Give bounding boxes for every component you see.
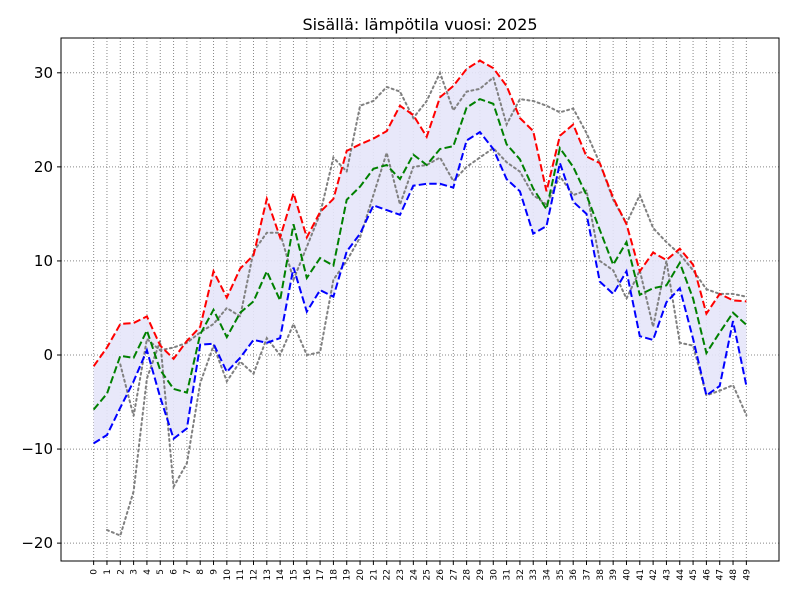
x-tick-label: 34 [543,569,553,581]
x-tick-label: 39 [609,569,619,581]
x-tick-label: 10 [223,569,233,581]
x-tick-label: 19 [343,569,353,581]
x-tick-label: 28 [463,569,473,581]
x-tick-label: 44 [676,569,686,581]
y-tick-label: 0 [43,346,53,364]
y-axis: −20 −10 0 10 20 30 [21,64,61,552]
chart-title: Sisällä: lämpötila vuosi: 2025 [302,15,537,34]
x-tick-label: 13 [263,569,273,580]
y-tick-label: −10 [21,440,53,458]
x-tick-label: 22 [383,569,393,580]
x-tick-label: 38 [596,569,606,581]
x-tick-label: 14 [276,569,286,581]
x-tick-label: 49 [742,569,752,581]
x-tick-label: 23 [396,569,406,580]
x-tick-label: 6 [170,569,180,575]
y-tick-label: 20 [34,158,53,176]
x-tick-label: 12 [249,569,259,580]
x-tick-label: 43 [662,569,672,580]
x-tick-label: 47 [716,569,726,580]
x-tick-label: 33 [529,569,539,580]
x-tick-label: 9 [210,569,220,575]
x-tick-label: 24 [409,569,419,581]
x-tick-label: 17 [316,569,326,580]
grid [61,38,779,561]
x-tick-label: 37 [583,569,593,580]
y-tick-label: 30 [34,64,53,82]
plot-frame [61,38,779,561]
x-tick-label: 40 [622,569,632,581]
y-tick-label: 10 [34,252,53,270]
x-tick-label: 36 [569,569,579,581]
x-tick-label: 2 [116,569,126,575]
x-tick-label: 45 [689,569,699,580]
x-tick-label: 46 [702,569,712,581]
x-tick-label: 21 [369,569,379,580]
x-tick-label: 48 [729,569,739,581]
x-tick-label: 8 [196,569,206,575]
x-tick-label: 3 [130,569,140,575]
x-tick-label: 42 [649,569,659,580]
x-tick-label: 0 [90,569,100,575]
x-tick-label: 11 [236,569,246,580]
x-tick-label: 5 [156,569,166,575]
x-tick-label: 41 [636,569,646,580]
x-tick-label: 15 [289,569,299,580]
y-tick-label: −20 [21,534,53,552]
x-tick-label: 1 [103,569,113,575]
x-tick-label: 27 [449,569,459,580]
x-tick-label: 26 [436,569,446,581]
x-tick-label: 4 [143,569,153,575]
x-tick-label: 20 [356,569,366,581]
fill-band [94,61,747,444]
x-tick-label: 16 [303,569,313,581]
x-tick-label: 30 [489,569,499,581]
x-tick-label: 18 [329,569,339,581]
x-tick-label: 31 [503,569,513,580]
x-tick-label: 25 [423,569,433,580]
x-tick-label: 32 [516,569,526,580]
min-max-band [94,61,747,444]
x-tick-label: 35 [556,569,566,580]
x-tick-label: 29 [476,569,486,581]
x-tick-label: 7 [183,569,193,575]
